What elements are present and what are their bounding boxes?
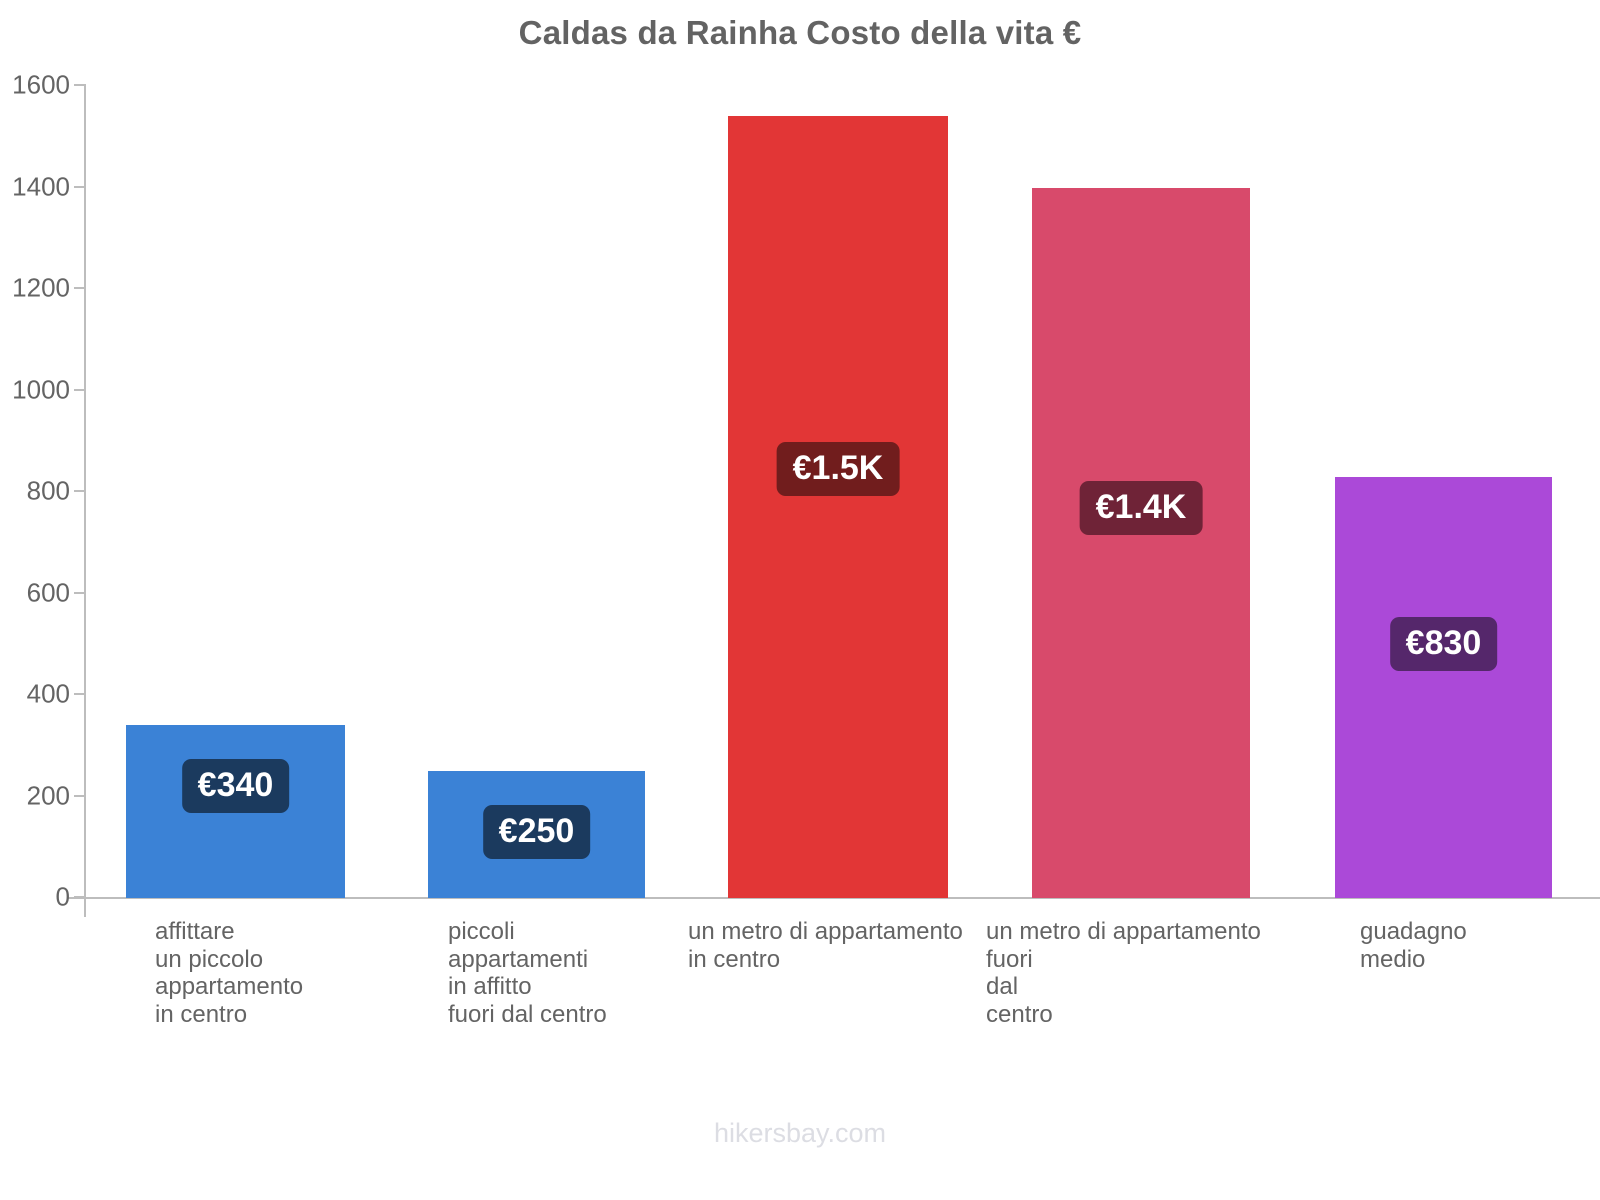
y-axis-tick-label: 200: [26, 780, 70, 810]
x-axis-category-label-line: in centro: [688, 945, 781, 973]
bar-rect: [1335, 476, 1552, 898]
y-axis-tick-mark: [74, 794, 86, 797]
bar[interactable]: €340: [126, 725, 345, 898]
y-axis-tick-mark: [74, 185, 86, 188]
x-axis-category-label: un metro di appartamento in centro: [688, 918, 963, 973]
bar-value-label: €250: [482, 805, 591, 860]
x-axis-category-label: guadagno medio: [1360, 918, 1467, 973]
y-axis-tick-label: 400: [26, 678, 70, 709]
x-axis-category-label: affittare un piccolo appartamento in centro: [155, 918, 303, 1028]
y-axis-tick-mark: [74, 388, 86, 391]
x-axis-category-label-line: appartamento: [155, 973, 304, 1000]
y-axis-tick-label: 600: [26, 577, 70, 607]
bar[interactable]: €1.4K: [1032, 187, 1250, 898]
x-axis-category-label-line: medio: [1360, 945, 1426, 973]
y-axis-tick-mark: [74, 693, 86, 695]
bar-value-label: €1.5K: [776, 442, 900, 497]
y-axis-tick-mark: [74, 591, 86, 594]
x-axis-category-label-line: un piccolo: [155, 945, 264, 973]
bar[interactable]: €250: [428, 771, 645, 898]
bar-value-label: €830: [1389, 616, 1498, 671]
x-axis-category-label-line: affittare: [155, 918, 235, 945]
plot-area: €340 €250 €1.5K €1.4K €830: [85, 85, 1600, 898]
x-axis-category-label-line: un metro di appartamento: [688, 918, 963, 945]
x-axis-category-label-line: centro: [986, 1000, 1053, 1028]
bar[interactable]: €830: [1335, 476, 1552, 898]
bar-rect: [1032, 187, 1250, 898]
y-axis-tick-mark: [74, 490, 86, 492]
x-axis-category-label-line: piccoli: [448, 918, 515, 945]
bar[interactable]: €1.5K: [728, 116, 948, 898]
x-axis-category-labels: affittare un piccolo appartamento in centro…: [85, 918, 1600, 1098]
y-axis-tick-label: 1600: [12, 69, 70, 100]
bar-rect: [728, 116, 948, 898]
x-axis-category-label-line: fuori dal centro: [448, 1000, 607, 1028]
y-axis-tick-mark: [74, 896, 86, 898]
x-axis-category-label-line: fuori: [986, 945, 1033, 973]
x-axis-category-label-line: guadagno: [1360, 918, 1467, 945]
y-axis-tick-label: 1200: [12, 272, 70, 303]
y-axis-tick-label: 1000: [12, 374, 70, 404]
y-axis-tick-label: 800: [26, 475, 70, 506]
y-axis-line: [84, 85, 86, 917]
x-axis-category-label: piccoli appartamenti in affitto fuori dal c…: [448, 918, 607, 1028]
y-axis-tick-label: 1400: [12, 171, 70, 201]
x-axis-category-label-line: appartamenti: [448, 945, 589, 973]
x-axis-category-label-line: in affitto: [448, 973, 532, 1000]
x-axis-category-label: un metro di appartamento fuori dal centro: [986, 918, 1261, 1028]
page-title: Caldas da Rainha Costo della vita €: [518, 14, 1082, 51]
y-axis-tick-mark: [74, 287, 86, 289]
watermark: hikersbay.com: [713, 1118, 887, 1148]
x-axis-category-label-line: un metro di appartamento: [986, 918, 1261, 945]
bar-value-label: €1.4K: [1079, 480, 1203, 535]
bar-value-label: €340: [181, 759, 290, 814]
x-axis-category-label-line: in centro: [155, 1000, 248, 1028]
y-axis-tick-label: 0: [55, 881, 70, 912]
x-axis-line: [68, 897, 1600, 899]
y-axis-tick-mark: [74, 84, 86, 86]
x-axis-category-label-line: dal: [986, 973, 1019, 1000]
y-axis-tick-labels: 0 200 400 600 800 1000 1200 1400 1600: [0, 0, 86, 1200]
